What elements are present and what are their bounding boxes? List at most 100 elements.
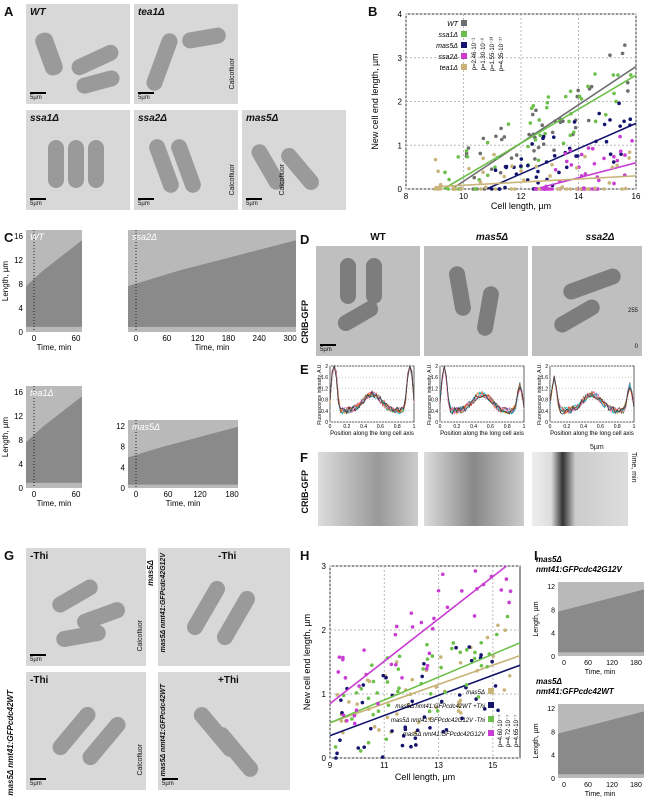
data-point	[479, 640, 484, 645]
data-point	[541, 142, 546, 146]
intensity-profile	[329, 364, 415, 414]
data-point	[569, 163, 574, 167]
panel-label-d: D	[300, 232, 310, 247]
data-point	[420, 674, 424, 679]
data-point	[469, 658, 474, 663]
x-axis-label: Position along the long cell axis	[440, 431, 524, 437]
kymograph-title: nmt41:GFPcdc42WT	[536, 687, 615, 696]
intensity-profile	[439, 365, 525, 415]
y-tick-label: 3	[398, 54, 403, 63]
time-label-f: Time, min	[630, 452, 637, 483]
scale-bar: 5µm	[30, 198, 46, 207]
data-point	[343, 676, 348, 680]
data-point	[496, 708, 500, 713]
fit-line	[535, 161, 637, 190]
data-point	[390, 729, 394, 733]
stain-label: Calcofluor	[137, 620, 144, 652]
data-point	[630, 139, 634, 143]
data-point	[557, 170, 561, 175]
data-point	[590, 146, 595, 151]
x-tick-label: 0	[549, 424, 552, 430]
y-tick-label: 0.8	[321, 398, 328, 404]
y-tick-label: 0	[398, 185, 403, 194]
data-point	[499, 137, 504, 142]
data-point	[333, 745, 338, 749]
data-point	[537, 118, 542, 122]
data-point	[464, 648, 469, 652]
row-label: CRIB-GFP	[300, 300, 310, 344]
data-point	[380, 755, 385, 759]
data-point	[497, 187, 502, 191]
y-tick-label: 1	[398, 141, 403, 150]
x-axis-label: Time, min	[585, 791, 616, 798]
data-point	[512, 187, 517, 191]
data-point	[345, 718, 349, 723]
data-point	[572, 120, 577, 124]
y-tick-label: 0.4	[321, 409, 328, 415]
scale-bar: 5µm	[138, 198, 154, 207]
intensity-profile	[549, 376, 635, 415]
data-point	[510, 164, 514, 168]
data-point	[614, 99, 618, 104]
x-tick-label: 60	[164, 490, 173, 499]
data-point	[548, 187, 552, 191]
y-tick-label: 4	[121, 463, 126, 472]
panel-label-g: G	[4, 548, 15, 563]
legend-entry: mas5Δ nmt41:GFPcdc42WT +Thi	[395, 704, 485, 710]
data-point	[519, 164, 523, 168]
data-point	[505, 614, 510, 619]
col-label-ssa2: ssa2Δ	[585, 232, 615, 243]
x-tick-label: 0	[439, 424, 442, 430]
data-point	[472, 614, 477, 618]
data-point	[574, 187, 579, 191]
y-tick-label: 0	[322, 754, 327, 763]
legend-entry: mas5Δ	[436, 43, 458, 50]
data-point	[464, 683, 469, 687]
data-point	[522, 178, 526, 182]
panel-label-c: C	[4, 230, 14, 245]
data-point	[459, 187, 463, 191]
data-point	[479, 663, 484, 668]
condition-label: -Thi	[30, 551, 49, 562]
p-value: p=4.65·10⁻⁷	[513, 715, 520, 748]
y-tick-label: 12	[547, 584, 555, 591]
data-point	[560, 185, 565, 189]
p-value: p=1.30·10⁻⁶	[480, 37, 487, 70]
data-point	[355, 702, 359, 706]
data-point	[394, 624, 399, 629]
x-tick-label: 0	[562, 660, 566, 667]
data-point	[375, 691, 380, 695]
data-point	[394, 660, 399, 664]
data-point	[525, 178, 530, 182]
condition-label: +Thi	[218, 675, 239, 686]
strain-label: mas5Δ nmt41:GFPcdc42WT	[160, 683, 167, 776]
y-axis-label: Fluorescence intensity, A.U.	[537, 363, 543, 425]
micrograph-g-3: -Thi 5µm Calcofluor	[26, 672, 146, 790]
x-tick-label: 13	[434, 761, 443, 770]
data-point	[386, 703, 391, 708]
x-tick-label: 15	[488, 761, 497, 770]
data-point	[457, 693, 462, 697]
data-point	[564, 187, 569, 191]
data-point	[548, 174, 552, 178]
data-point	[476, 695, 481, 699]
data-point	[579, 97, 584, 101]
data-point	[504, 577, 509, 581]
data-point	[608, 53, 612, 57]
data-point	[611, 160, 616, 164]
data-point	[612, 181, 616, 186]
stain-label: Calcofluor	[137, 744, 144, 776]
kymograph-cell	[128, 426, 238, 485]
data-point	[489, 187, 494, 191]
data-point	[479, 653, 483, 657]
intensity-profile	[439, 365, 525, 415]
data-point	[430, 654, 435, 658]
fit-line	[486, 122, 637, 190]
y-tick-label: 1.2	[541, 386, 548, 392]
x-tick-label: 0	[134, 334, 139, 343]
data-point	[465, 155, 470, 159]
data-point	[568, 133, 573, 138]
data-point	[593, 72, 597, 76]
y-tick-label: 2	[435, 364, 438, 370]
